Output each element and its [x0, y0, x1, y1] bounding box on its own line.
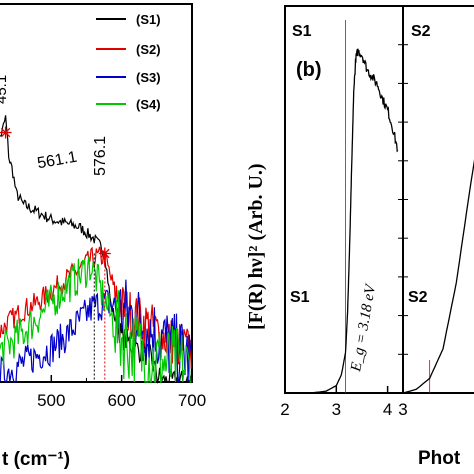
right-series-group: [285, 20, 474, 394]
peak-marker-576: [98, 247, 111, 260]
tauc-curve-s2: [402, 159, 474, 394]
left-x-tick-label-500: 500: [37, 391, 65, 410]
panel-label-b: (b): [296, 59, 322, 81]
legend-entry-s4: (S4): [136, 97, 161, 112]
subpanel-s2-lower-label: S2: [408, 289, 428, 306]
subpanel-s2-label: S2: [411, 23, 431, 40]
peak-marker-cropped: [0, 126, 12, 139]
bandgap-label: E_g = 3.18 eV: [348, 282, 379, 374]
series-s4-line: [0, 256, 192, 384]
right-x-axis-label: Phot: [418, 448, 461, 469]
sub1-x-tick-label-3: 3: [332, 400, 341, 419]
subpanel-s1-label: S1: [292, 23, 312, 40]
subpanel-s2-frame: [402, 5, 474, 394]
left-x-axis-label: t (cm⁻¹): [2, 449, 70, 470]
series-s1-line: [0, 115, 192, 385]
legend-entry-s3: (S3): [136, 70, 161, 85]
tauc-curve-s1: [285, 48, 399, 394]
left-x-tick-label-600: 600: [107, 391, 135, 410]
right-y-axis-label: [F(R) hν]² (Arb. U.): [245, 163, 267, 330]
peak-label-561: 561.1: [36, 149, 78, 173]
legend-entry-s1: (S1): [136, 12, 161, 27]
left-series-group: [0, 115, 192, 385]
series-s2-line: [0, 246, 192, 369]
left-x-tick-label-700: 700: [178, 391, 206, 410]
left-plot-frame: [0, 3, 193, 383]
cropped-peak-label: 45.1: [0, 75, 10, 104]
raman-panel: 500 600 700 (S1) (S2) (S3) (S4) 45.1 561.1…: [0, 3, 206, 470]
legend: (S1) (S2) (S3) (S4): [96, 12, 161, 112]
left-markers: [0, 126, 111, 382]
peak-label-576: 576.1: [92, 136, 109, 176]
subpanel-s1-lower-label: S1: [290, 289, 310, 306]
legend-entry-s2: (S2): [136, 42, 161, 57]
sub1-x-tick-label-2: 2: [280, 400, 289, 419]
sub1-x-tick-label-4: 4: [383, 400, 392, 419]
sub2-x-tick-label-3: 3: [398, 400, 407, 419]
